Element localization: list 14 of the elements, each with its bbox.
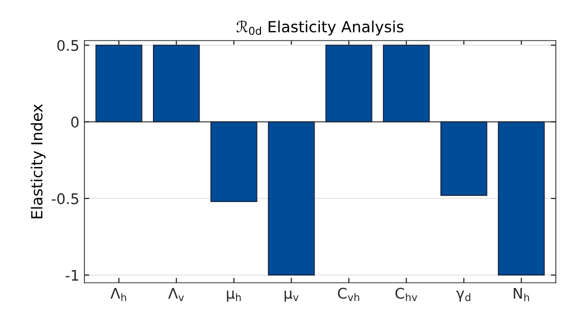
x-tick-label: Λ$_{v}$ [168,288,184,302]
y-tick-label: 0.5 [57,40,78,51]
x-tick-label: C$_{vh}$ [338,288,360,301]
x-tick-label: μ$_{v}$ [284,290,299,302]
x-tick-label: Λ$_{h}$ [110,288,126,302]
y-tick-label: -0.5 [52,193,78,204]
y-axis-title: Elasticity Index [30,104,46,218]
chart-title: ℛ$_{0d}$ Elasticity Analysis [236,20,404,36]
x-tick-label: μ$_{h}$ [226,290,241,302]
y-tick-label: 0 [71,116,79,128]
x-tick-label: N$_{h}$ [514,288,529,302]
x-tick-label: γ$_{d}$ [456,290,470,302]
y-tick-label: -1 [66,270,78,281]
x-tick-label: C$_{hv}$ [395,288,418,301]
